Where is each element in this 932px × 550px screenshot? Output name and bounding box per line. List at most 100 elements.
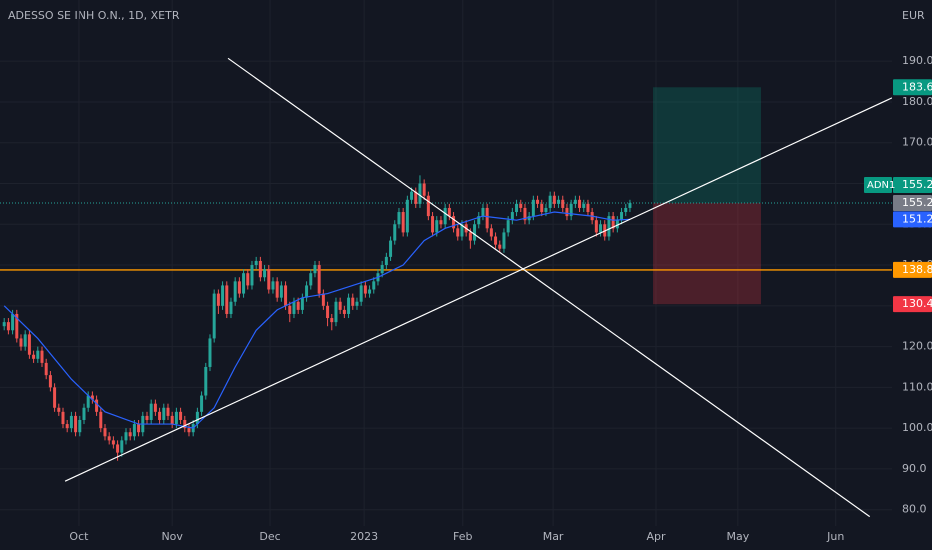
candle-body (452, 216, 456, 229)
candle-body (502, 232, 506, 249)
candle-body (212, 293, 216, 339)
candle-body (393, 224, 397, 241)
candle-body (380, 265, 384, 274)
price-tag (893, 195, 932, 212)
candle-body (628, 203, 632, 208)
candle-body (468, 232, 472, 241)
loss-zone (653, 203, 761, 305)
candle-body (288, 305, 292, 314)
candle-body (292, 301, 296, 314)
candle-body (334, 301, 338, 323)
candle-body (27, 334, 31, 355)
candle-body (275, 281, 279, 298)
candle-body (330, 318, 334, 323)
price-tag (893, 177, 932, 194)
candle-body (586, 203, 590, 213)
y-tick-label: 180.0 (902, 95, 932, 108)
candle-body (347, 297, 351, 314)
candle-body (435, 220, 439, 233)
candle-body (460, 224, 464, 237)
candle-body (90, 395, 94, 400)
currency: EUR (902, 9, 925, 22)
candle-body (116, 444, 120, 453)
candle-body (162, 407, 166, 420)
candle-body (44, 362, 48, 376)
y-tick-label: 110.0 (902, 380, 932, 393)
candle-body (615, 220, 619, 229)
price-tag-label: 138.8 (902, 263, 932, 276)
candle-body (69, 415, 73, 429)
candle-body (456, 228, 460, 237)
candle-body (65, 424, 69, 429)
candle-body (569, 203, 573, 217)
candle-body (111, 440, 115, 445)
candle-body (145, 415, 149, 420)
candle-body (540, 203, 544, 213)
candle-body (506, 220, 510, 233)
candle-body (439, 220, 443, 225)
candle-body (2, 322, 6, 327)
candle-body (57, 407, 61, 412)
candle-body (237, 281, 241, 294)
price-tag (893, 296, 932, 313)
candle-body (473, 224, 477, 241)
candle-body (263, 269, 267, 278)
x-tick-label: May (726, 530, 749, 543)
y-tick-label: 80.0 (902, 503, 927, 516)
candle-body (279, 285, 283, 298)
y-tick-label: 170.0 (902, 136, 932, 149)
candle-body (221, 285, 225, 306)
candle-body (326, 305, 330, 319)
candle-body (573, 199, 577, 204)
x-tick-label: Apr (646, 530, 666, 543)
candle-body (422, 183, 426, 196)
candle-body (99, 411, 103, 429)
price-tag-label: 155.2 (902, 196, 932, 209)
candle-body (103, 428, 107, 437)
candle-body (321, 293, 325, 306)
candle-body (254, 260, 258, 266)
candle-body (296, 301, 300, 310)
candle-body (477, 216, 481, 225)
plot-area (0, 0, 892, 526)
candle-body (284, 285, 288, 306)
candle-body (515, 203, 519, 213)
candle-body (561, 199, 565, 208)
candle-body (359, 285, 363, 302)
symbol-tag-label: ADN1 (867, 180, 895, 191)
y-tick-label: 90.0 (902, 462, 927, 475)
trend-line (227, 57, 871, 518)
x-tick-label: Feb (453, 530, 472, 543)
candle-body (305, 285, 309, 298)
candle-body (611, 216, 615, 229)
x-tick-label: Jun (826, 530, 844, 543)
candle-body (246, 273, 250, 286)
y-tick-label: 120.0 (902, 340, 932, 353)
candle-body (536, 199, 540, 204)
candle-body (120, 440, 124, 453)
candle-body (426, 195, 430, 217)
candle-body (11, 313, 15, 331)
candle-body (489, 228, 493, 237)
candle-body (372, 281, 376, 290)
candle-body (481, 207, 485, 217)
candle-body (544, 207, 548, 213)
candle-body (40, 350, 44, 363)
candle-body (195, 411, 199, 425)
candle-body (405, 199, 409, 233)
price-tag-label: 151.2 (902, 212, 932, 225)
candle-body (443, 207, 447, 225)
candle-body (137, 424, 141, 433)
candle-body (607, 216, 611, 237)
candle-body (107, 436, 111, 441)
price-tag (893, 261, 932, 278)
candle-body (208, 338, 212, 367)
candle-body (620, 212, 624, 221)
candle-body (74, 415, 78, 433)
candle-body (582, 203, 586, 208)
candle-body (519, 203, 523, 208)
candle-body (300, 297, 304, 310)
candle-body (599, 224, 603, 233)
x-tick-label: Nov (161, 530, 183, 543)
